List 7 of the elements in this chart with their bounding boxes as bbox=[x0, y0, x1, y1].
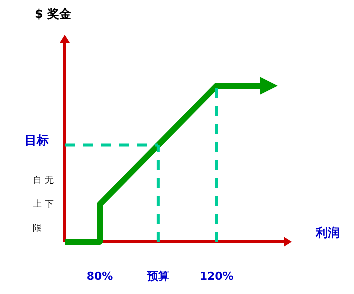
x-tick-label: 预算 bbox=[146, 270, 170, 283]
x-axis-title: 利润 bbox=[315, 226, 340, 240]
x-tick-label: 80% bbox=[86, 270, 114, 283]
text: $ 奖金 bbox=[35, 7, 73, 21]
ref-line-label: 目标 bbox=[25, 133, 49, 148]
x-tick-label: 120% bbox=[200, 270, 234, 283]
text: 自 无上 下限 bbox=[33, 176, 54, 234]
